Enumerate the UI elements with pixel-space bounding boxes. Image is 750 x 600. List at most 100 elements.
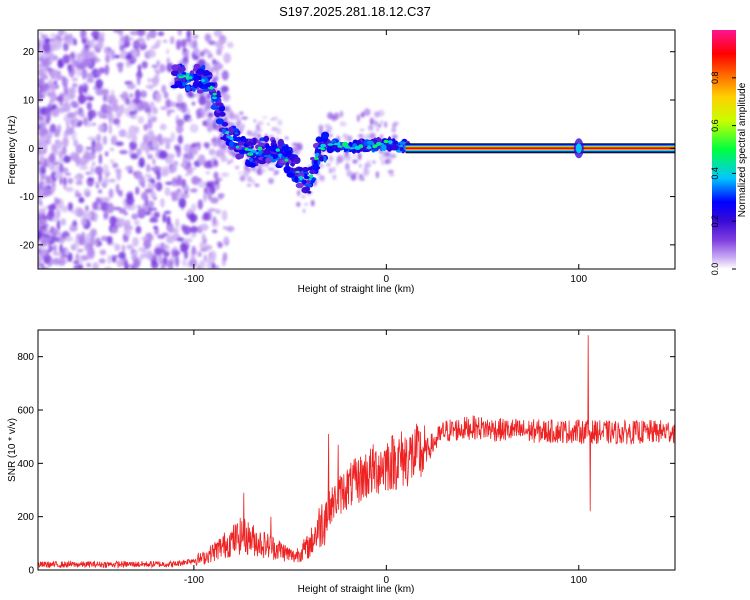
noise-blob — [38, 202, 44, 207]
ridge-peak — [225, 130, 230, 134]
noise-blob — [146, 163, 151, 173]
noise-blob — [364, 163, 372, 168]
noise-blob — [106, 106, 113, 116]
noise-blob — [56, 219, 61, 231]
noise-blob — [155, 181, 163, 192]
noise-blob — [71, 77, 78, 82]
noise-blob — [70, 100, 78, 107]
noise-blob — [92, 161, 96, 167]
noise-blob — [87, 109, 97, 119]
noise-blob — [130, 114, 138, 120]
noise-blob — [73, 39, 77, 46]
noise-blob — [38, 78, 45, 86]
ridge-peak — [367, 140, 374, 145]
noise-blob — [96, 39, 104, 50]
noise-blob — [124, 226, 132, 237]
ridge-peak — [185, 72, 190, 77]
ridge-blob — [309, 169, 317, 175]
noise-blob — [74, 238, 80, 249]
colorbar-tick-label: 0.2 — [710, 215, 720, 228]
noise-blob — [161, 232, 169, 237]
ridge-blob — [305, 186, 311, 192]
noise-blob — [56, 150, 61, 156]
noise-blob — [73, 265, 78, 269]
noise-blob — [185, 36, 192, 43]
noise-blob — [50, 70, 55, 81]
ridge-peak — [342, 141, 349, 147]
noise-blob — [167, 111, 171, 117]
ridge-peak — [275, 148, 280, 152]
noise-blob — [214, 40, 223, 49]
noise-blob — [38, 54, 44, 58]
noise-blob — [61, 77, 69, 86]
noise-blob — [391, 134, 398, 140]
noise-blob — [41, 238, 48, 247]
ridge-peak — [212, 92, 217, 96]
colorbar-tick-label: 0.4 — [710, 167, 720, 180]
noise-blob — [310, 199, 315, 207]
ridge-blob — [310, 156, 316, 161]
noise-blob — [205, 257, 215, 265]
noise-blob — [197, 141, 201, 151]
ridge-blob — [271, 139, 277, 146]
noise-blob — [41, 73, 48, 80]
noise-blob — [119, 104, 125, 115]
noise-blob — [145, 250, 153, 260]
ridge-blob — [234, 131, 239, 135]
ridge-blob — [386, 144, 393, 152]
noise-blob — [134, 89, 141, 100]
noise-blob — [156, 60, 161, 66]
noise-blob — [87, 211, 93, 221]
noise-blob — [202, 212, 210, 221]
noise-blob — [206, 116, 212, 126]
noise-blob — [156, 39, 162, 45]
noise-blob — [133, 219, 140, 226]
noise-blob — [98, 123, 106, 133]
noise-blob — [138, 157, 145, 168]
noise-blob — [253, 119, 256, 123]
noise-blob — [83, 56, 92, 67]
noise-blob — [86, 262, 92, 268]
colorbar-label: Normalized spectral amplitude — [737, 82, 748, 217]
noise-blob — [212, 58, 217, 65]
noise-blob — [256, 168, 263, 176]
noise-blob — [115, 183, 120, 194]
ridge-blob — [245, 159, 249, 164]
noise-blob — [182, 258, 187, 267]
ridge-blob — [257, 149, 263, 156]
noise-blob — [93, 58, 101, 63]
noise-blob — [203, 160, 212, 169]
noise-blob — [233, 113, 240, 121]
noise-blob — [161, 84, 167, 94]
noise-blob — [111, 255, 119, 259]
noise-blob — [305, 202, 308, 206]
ridge-blob — [321, 131, 330, 139]
noise-blob — [170, 132, 176, 142]
ridge-peak — [178, 76, 184, 79]
noise-blob — [126, 58, 130, 68]
ridge-blob — [208, 88, 216, 93]
noise-blob — [131, 133, 138, 143]
noise-blob — [165, 181, 174, 185]
ridge-blob — [171, 70, 179, 77]
noise-blob — [203, 191, 207, 203]
noise-blob — [257, 133, 261, 140]
ridge-peak — [201, 79, 205, 82]
noise-blob — [185, 173, 189, 177]
noise-blob — [73, 260, 80, 265]
noise-blob — [220, 172, 230, 177]
noise-blob — [111, 227, 117, 233]
noise-blob — [125, 97, 130, 106]
noise-blob — [187, 118, 193, 122]
y-tick-label: -20 — [20, 240, 35, 251]
noise-blob — [130, 249, 135, 254]
noise-blob — [202, 48, 209, 54]
noise-blob — [246, 176, 253, 183]
noise-blob — [119, 44, 125, 52]
noise-blob — [70, 151, 76, 161]
noise-blob — [124, 34, 130, 44]
noise-blob — [186, 167, 194, 173]
spectrogram-y-ticks: -20 -10 0 10 20 — [20, 47, 675, 251]
noise-blob — [53, 243, 57, 254]
noise-blob — [224, 116, 228, 121]
